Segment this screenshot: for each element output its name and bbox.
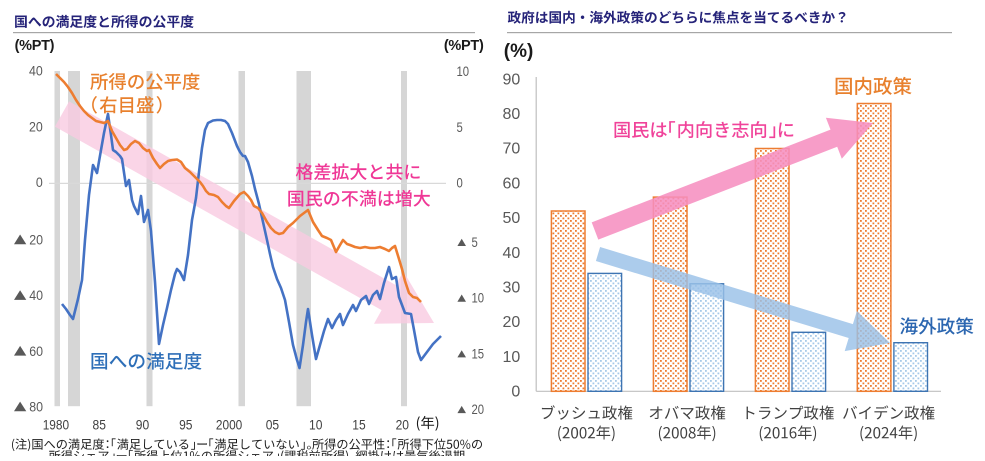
svg-text:20: 20 bbox=[472, 401, 485, 417]
svg-text:20: 20 bbox=[29, 232, 43, 248]
svg-text:80: 80 bbox=[29, 399, 43, 415]
svg-text:(%): (%) bbox=[504, 41, 534, 62]
svg-text:0: 0 bbox=[511, 384, 520, 401]
svg-text:15: 15 bbox=[352, 416, 366, 432]
svg-text:10: 10 bbox=[472, 290, 485, 306]
svg-text:60: 60 bbox=[29, 343, 43, 359]
svg-text:40: 40 bbox=[503, 245, 521, 262]
svg-text:2000: 2000 bbox=[216, 416, 243, 432]
svg-text:10: 10 bbox=[503, 349, 521, 366]
svg-text:30: 30 bbox=[503, 280, 521, 297]
svg-text:10: 10 bbox=[309, 416, 323, 432]
svg-text:20: 20 bbox=[503, 314, 521, 331]
svg-text:1980: 1980 bbox=[43, 416, 70, 432]
svg-text:80: 80 bbox=[503, 106, 521, 123]
svg-text:(%PT): (%PT) bbox=[15, 38, 55, 54]
svg-text:40: 40 bbox=[29, 287, 43, 303]
svg-text:90: 90 bbox=[503, 71, 521, 88]
svg-text:50: 50 bbox=[503, 210, 521, 227]
svg-text:85: 85 bbox=[93, 416, 107, 432]
svg-text:95: 95 bbox=[179, 416, 193, 432]
svg-text:5: 5 bbox=[457, 119, 463, 135]
svg-text:40: 40 bbox=[29, 63, 43, 79]
svg-text:60: 60 bbox=[503, 175, 521, 192]
svg-text:20: 20 bbox=[29, 118, 43, 134]
svg-text:20: 20 bbox=[396, 416, 410, 432]
svg-text:0: 0 bbox=[36, 174, 43, 190]
svg-text:05: 05 bbox=[266, 416, 280, 432]
svg-text:10: 10 bbox=[457, 63, 470, 79]
svg-text:70: 70 bbox=[503, 141, 521, 158]
svg-text:5: 5 bbox=[472, 234, 478, 250]
svg-text:0: 0 bbox=[457, 175, 463, 191]
svg-text:90: 90 bbox=[136, 416, 150, 432]
svg-text:15: 15 bbox=[472, 345, 485, 361]
svg-text:(%PT): (%PT) bbox=[444, 38, 484, 54]
